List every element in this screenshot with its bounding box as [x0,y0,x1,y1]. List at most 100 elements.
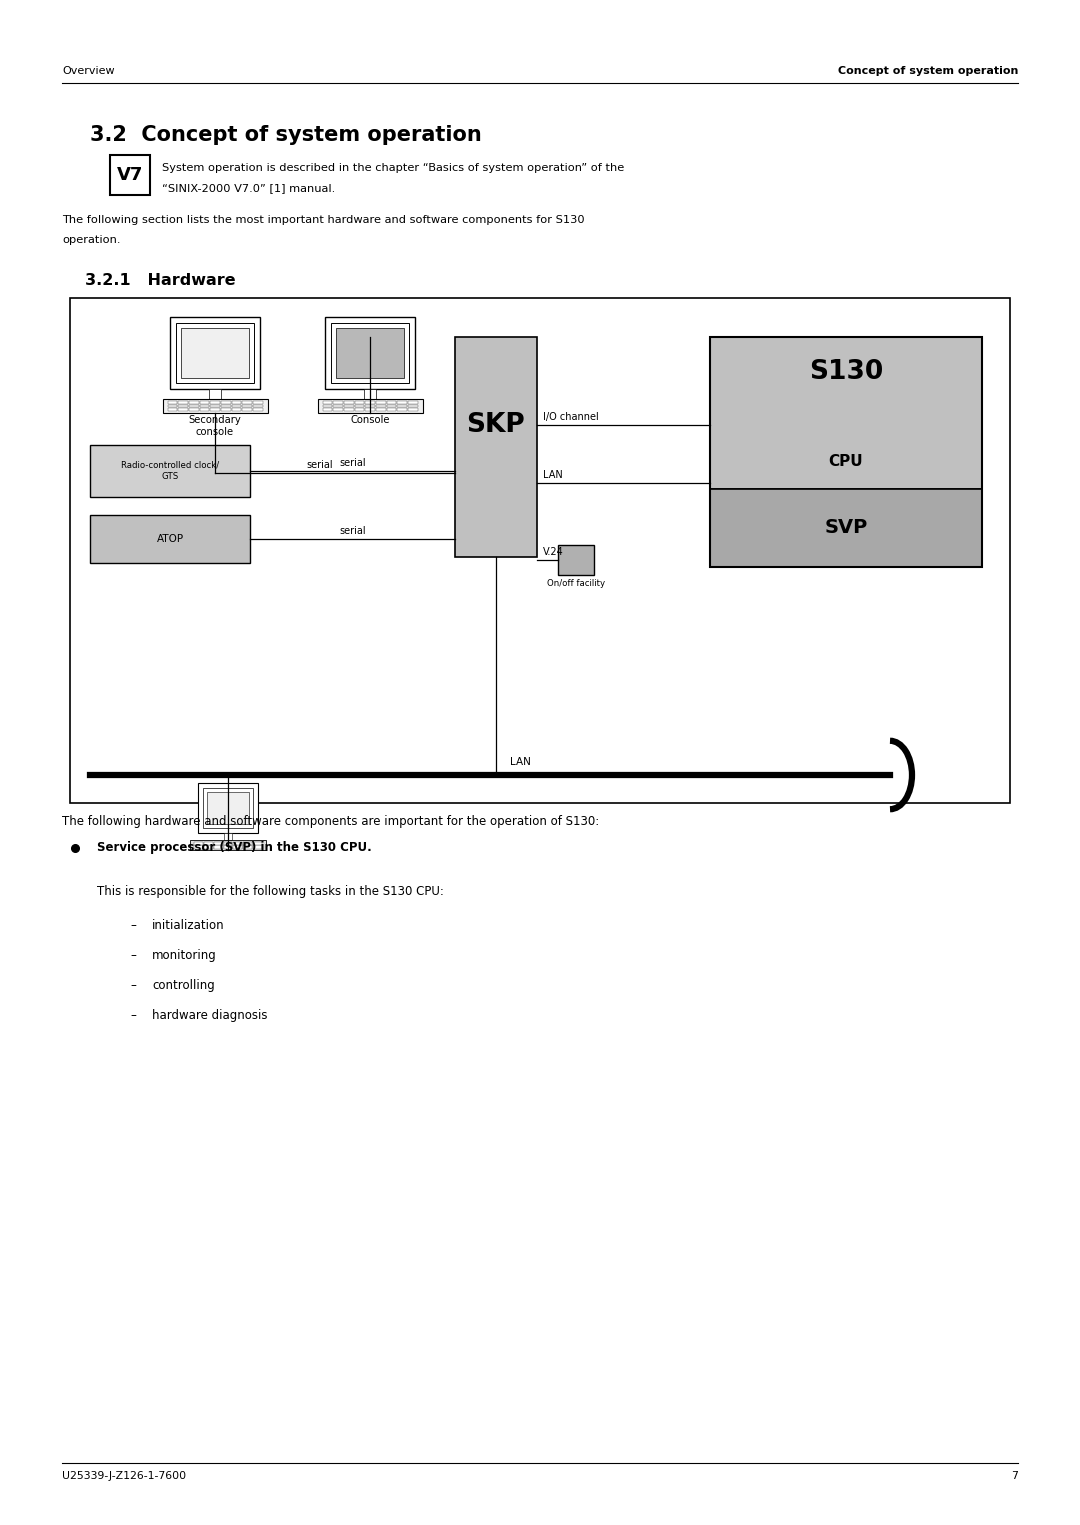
Text: Overview: Overview [62,66,114,76]
FancyBboxPatch shape [323,409,333,412]
FancyBboxPatch shape [455,337,537,557]
FancyBboxPatch shape [253,845,261,848]
FancyBboxPatch shape [204,842,213,845]
FancyBboxPatch shape [365,409,375,412]
Text: SKP: SKP [467,412,525,438]
FancyBboxPatch shape [354,409,364,412]
FancyBboxPatch shape [90,445,249,497]
FancyBboxPatch shape [242,401,252,404]
FancyBboxPatch shape [318,400,422,413]
FancyBboxPatch shape [343,401,353,404]
Text: 3.2.1   Hardware: 3.2.1 Hardware [85,273,235,288]
FancyBboxPatch shape [211,404,220,407]
FancyBboxPatch shape [70,297,1010,804]
FancyBboxPatch shape [710,337,982,490]
FancyBboxPatch shape [354,401,364,404]
FancyBboxPatch shape [242,409,252,412]
FancyBboxPatch shape [200,409,210,412]
Text: U25339-J-Z126-1-7600: U25339-J-Z126-1-7600 [62,1472,186,1481]
Text: S130: S130 [809,358,883,384]
FancyBboxPatch shape [336,328,404,378]
Text: operation.: operation. [62,235,121,246]
FancyBboxPatch shape [333,401,342,404]
FancyBboxPatch shape [710,490,982,567]
Text: Secondary
console: Secondary console [189,415,241,438]
Text: LAN: LAN [543,470,563,480]
FancyBboxPatch shape [397,401,407,404]
FancyBboxPatch shape [365,404,375,407]
FancyBboxPatch shape [178,401,188,404]
FancyBboxPatch shape [189,401,199,404]
FancyBboxPatch shape [224,833,232,840]
Text: –: – [130,949,136,962]
FancyBboxPatch shape [194,842,203,845]
FancyBboxPatch shape [558,544,594,575]
Text: –: – [130,979,136,991]
Text: ATOP: ATOP [157,534,184,544]
FancyBboxPatch shape [176,323,254,383]
Text: –: – [130,920,136,932]
FancyBboxPatch shape [162,400,268,413]
Text: This is responsible for the following tasks in the S130 CPU:: This is responsible for the following ta… [97,884,444,898]
FancyBboxPatch shape [231,401,241,404]
Text: V.24: V.24 [543,547,564,557]
Text: Concept of system operation: Concept of system operation [838,66,1018,76]
Text: hardware diagnosis: hardware diagnosis [152,1010,268,1022]
Text: –: – [130,1010,136,1022]
FancyBboxPatch shape [253,842,261,845]
FancyBboxPatch shape [167,409,177,412]
FancyBboxPatch shape [181,328,249,378]
FancyBboxPatch shape [189,409,199,412]
FancyBboxPatch shape [408,409,418,412]
FancyBboxPatch shape [253,404,262,407]
FancyBboxPatch shape [387,401,396,404]
FancyBboxPatch shape [333,404,342,407]
FancyBboxPatch shape [167,401,177,404]
Text: I/O channel: I/O channel [543,412,598,422]
FancyBboxPatch shape [376,401,386,404]
FancyBboxPatch shape [231,409,241,412]
Text: CPU: CPU [828,453,863,468]
Text: SVP: SVP [824,518,867,537]
FancyBboxPatch shape [397,409,407,412]
FancyBboxPatch shape [211,401,220,404]
FancyBboxPatch shape [364,389,376,400]
FancyBboxPatch shape [210,389,221,400]
FancyBboxPatch shape [220,401,230,404]
FancyBboxPatch shape [194,845,203,848]
Text: Radio-controlled clock/
GTS: Radio-controlled clock/ GTS [121,461,219,480]
FancyBboxPatch shape [167,404,177,407]
FancyBboxPatch shape [376,409,386,412]
FancyBboxPatch shape [198,782,258,833]
FancyBboxPatch shape [178,404,188,407]
FancyBboxPatch shape [189,404,199,407]
Text: controlling: controlling [152,979,215,991]
FancyBboxPatch shape [330,323,409,383]
FancyBboxPatch shape [207,791,249,824]
FancyBboxPatch shape [190,840,266,849]
FancyBboxPatch shape [387,409,396,412]
Text: On/off facility: On/off facility [546,580,605,589]
Text: Console: Console [350,415,390,425]
Text: 7: 7 [1011,1472,1018,1481]
FancyBboxPatch shape [397,404,407,407]
Text: serial: serial [339,526,366,535]
FancyBboxPatch shape [200,404,210,407]
Text: “SINIX-2000 V7.0” [1] manual.: “SINIX-2000 V7.0” [1] manual. [162,183,335,194]
Text: Service processor (SVP) in the S130 CPU.: Service processor (SVP) in the S130 CPU. [97,842,372,854]
FancyBboxPatch shape [253,401,262,404]
FancyBboxPatch shape [200,401,210,404]
FancyBboxPatch shape [376,404,386,407]
FancyBboxPatch shape [178,409,188,412]
Text: LAN: LAN [510,756,530,767]
FancyBboxPatch shape [233,845,242,848]
Text: initialization: initialization [152,920,225,932]
FancyBboxPatch shape [220,404,230,407]
FancyBboxPatch shape [323,404,333,407]
FancyBboxPatch shape [214,842,222,845]
FancyBboxPatch shape [408,404,418,407]
FancyBboxPatch shape [220,409,230,412]
FancyBboxPatch shape [323,401,333,404]
Text: The following section lists the most important hardware and software components : The following section lists the most imp… [62,215,584,226]
FancyBboxPatch shape [253,409,262,412]
